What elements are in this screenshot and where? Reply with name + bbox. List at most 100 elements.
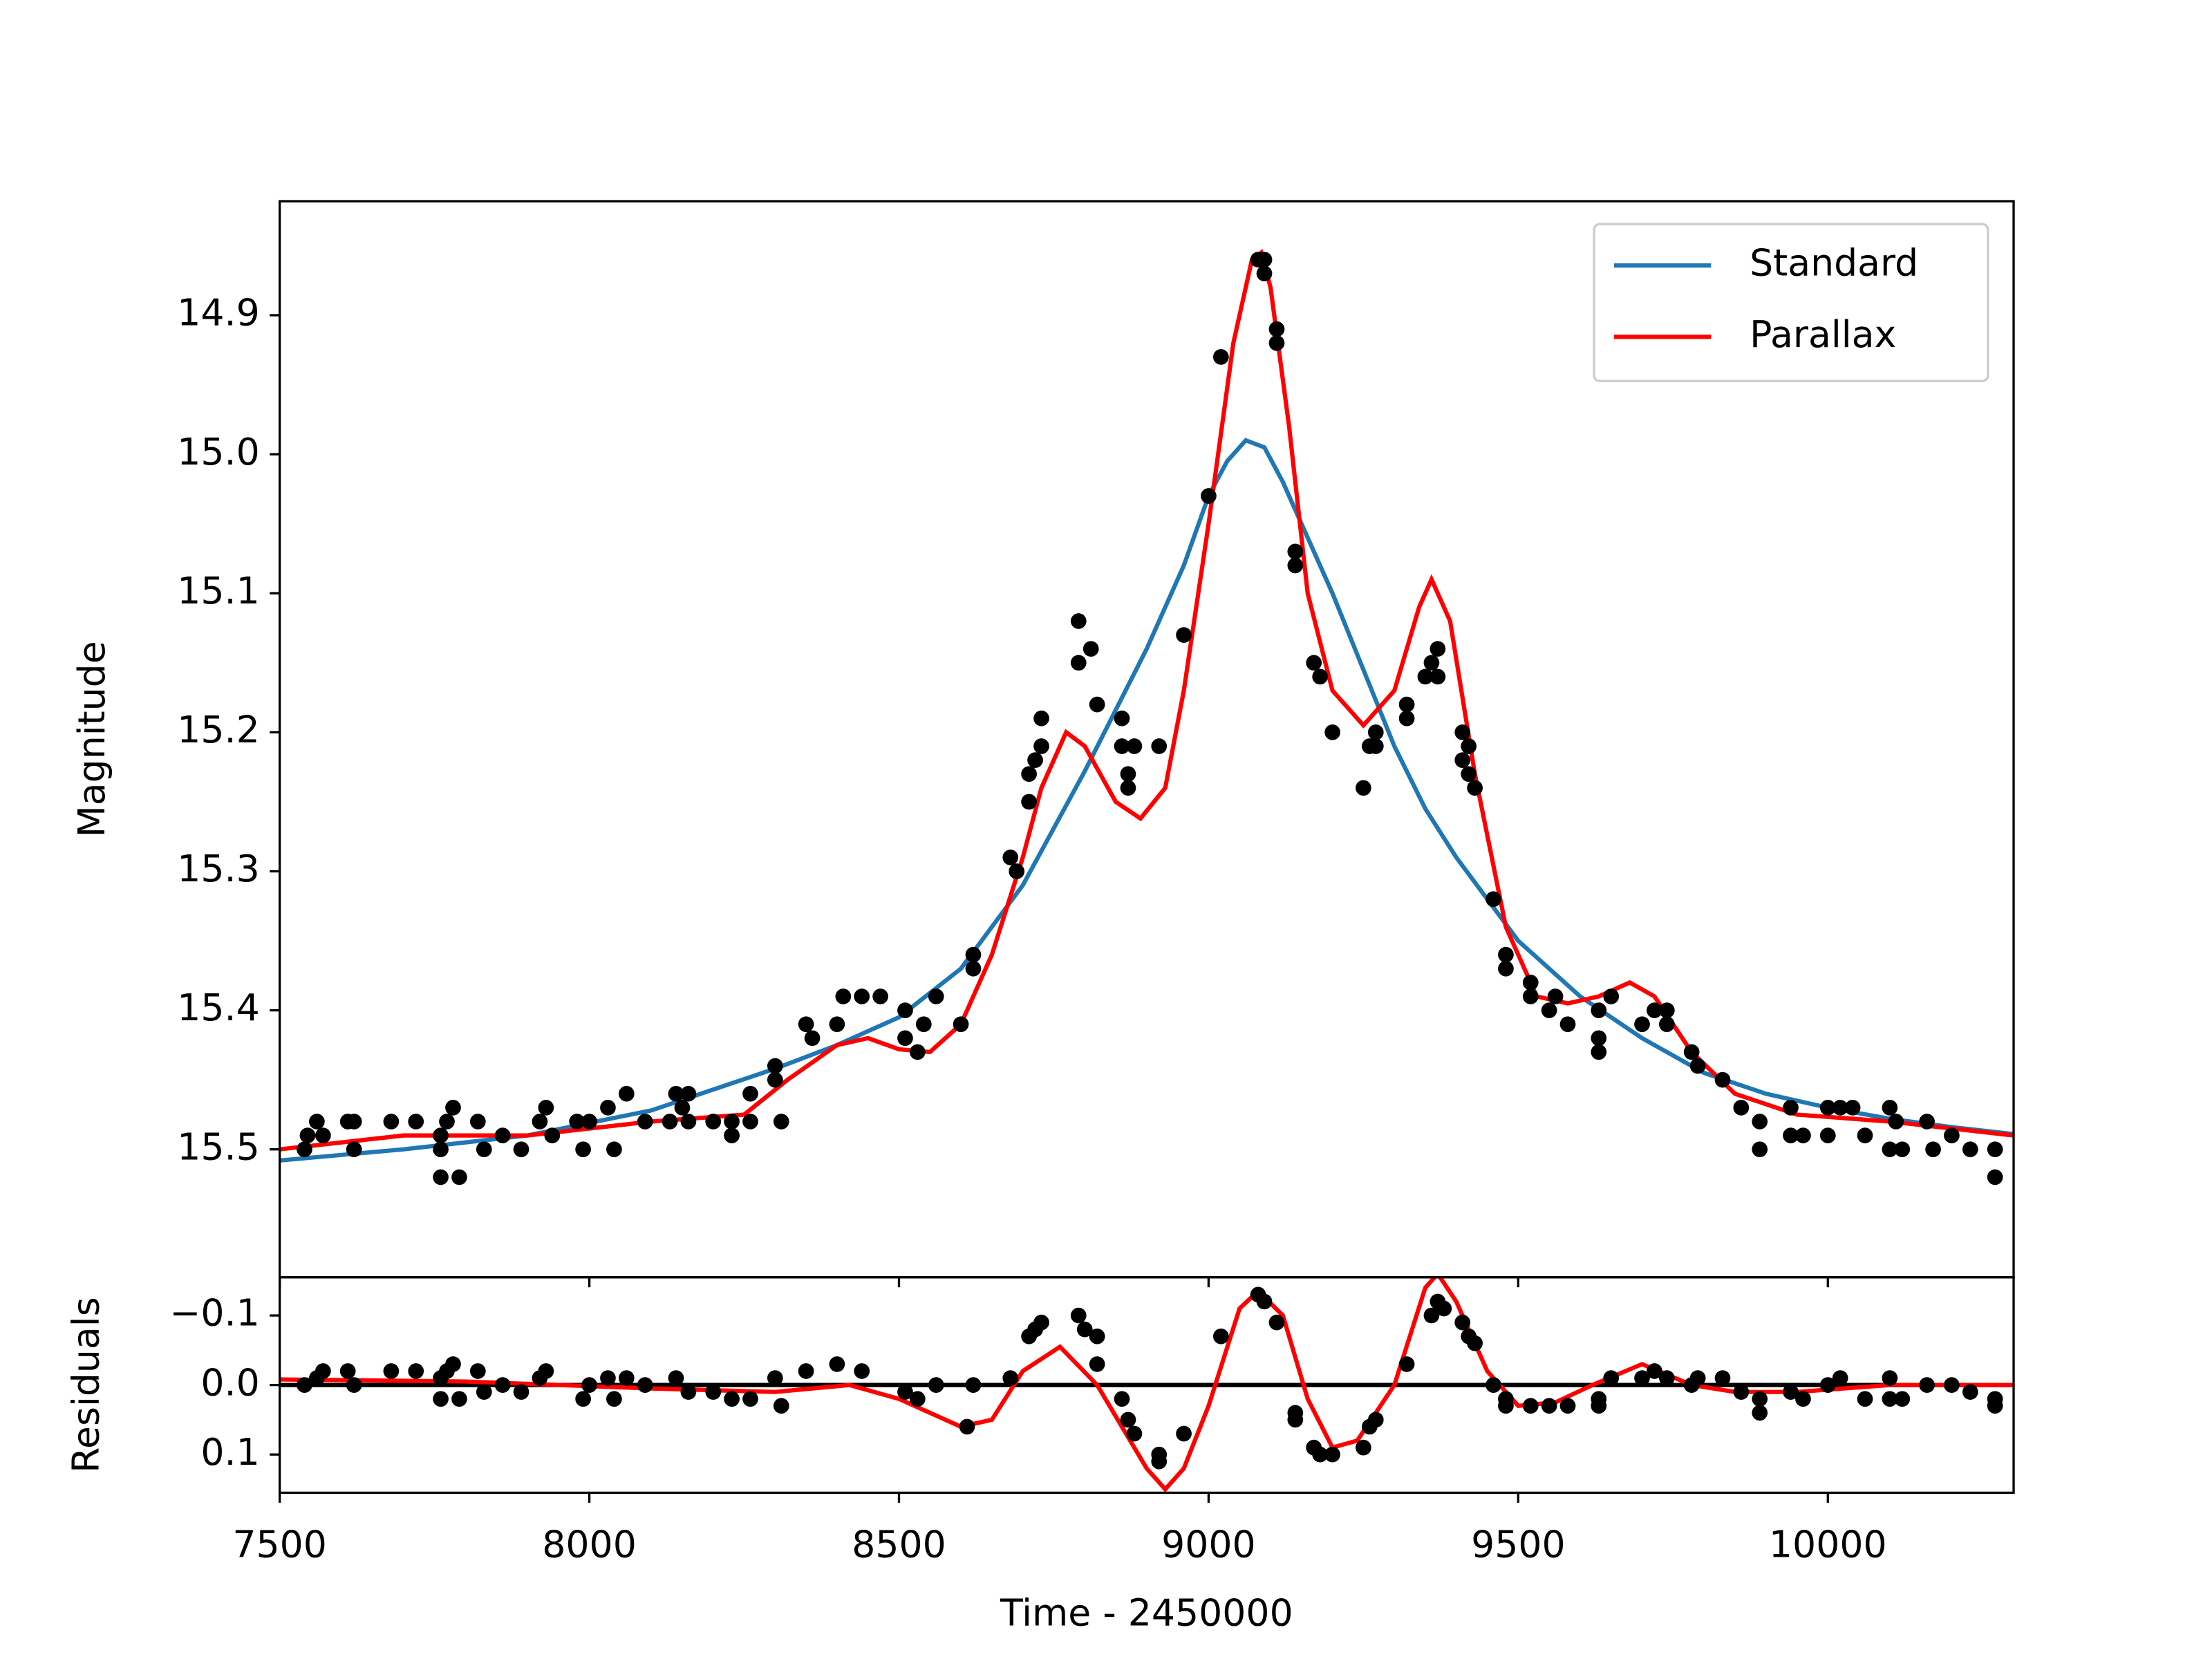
data-point: [1070, 613, 1087, 629]
data-point: [1033, 1314, 1049, 1331]
data-point: [1002, 1370, 1019, 1386]
data-point: [1844, 1100, 1861, 1116]
data-point: [1752, 1141, 1768, 1158]
data-point: [569, 1114, 585, 1130]
data-point: [1151, 1453, 1168, 1470]
data-point: [451, 1169, 467, 1185]
data-point: [451, 1391, 467, 1407]
data-point: [1126, 738, 1143, 754]
data-point: [1256, 252, 1273, 268]
data-point: [618, 1370, 635, 1386]
data-point: [1689, 1370, 1706, 1386]
y-tick-label: 15.0: [177, 430, 259, 474]
data-point: [1461, 738, 1477, 754]
data-point: [1423, 655, 1440, 671]
data-point: [965, 1377, 982, 1393]
data-point: [476, 1384, 492, 1400]
data-point: [1367, 1412, 1384, 1428]
data-point: [1733, 1384, 1750, 1400]
data-point: [854, 988, 870, 1004]
data-point: [1485, 1377, 1501, 1393]
data-point: [1423, 1307, 1440, 1324]
data-point: [1962, 1141, 1978, 1158]
data-point: [1398, 1356, 1415, 1372]
data-point: [383, 1114, 400, 1130]
y-tick-label: 0.1: [200, 1430, 259, 1474]
data-point: [1398, 710, 1415, 727]
x-tick-label: 9500: [1471, 1523, 1566, 1566]
data-point: [953, 1016, 969, 1033]
x-axis-label: Time - 2450000: [1000, 1591, 1293, 1635]
data-point: [674, 1100, 691, 1116]
data-point: [1547, 988, 1564, 1004]
data-point: [1857, 1391, 1873, 1407]
data-point: [1485, 891, 1501, 908]
data-point: [1882, 1391, 1898, 1407]
data-point: [581, 1377, 597, 1393]
data-point: [1541, 1398, 1557, 1414]
data-point: [1634, 1370, 1650, 1386]
data-point: [705, 1114, 722, 1130]
data-point: [469, 1114, 486, 1130]
data-point: [662, 1114, 678, 1130]
data-point: [1882, 1100, 1898, 1116]
data-point: [637, 1114, 653, 1130]
data-point: [346, 1377, 362, 1393]
data-point: [1082, 641, 1099, 657]
data-point: [1944, 1377, 1960, 1393]
data-point: [668, 1085, 684, 1102]
data-point: [854, 1363, 870, 1379]
data-point: [1783, 1100, 1799, 1116]
data-point: [1176, 627, 1192, 643]
data-point: [1454, 752, 1471, 768]
data-point: [1559, 1016, 1576, 1033]
data-point: [767, 1370, 783, 1386]
data-point: [1436, 1300, 1452, 1317]
data-point: [433, 1169, 449, 1185]
y-tick-label: 15.3: [177, 847, 259, 890]
data-point: [1120, 780, 1136, 796]
legend-label: Standard: [1750, 241, 1918, 285]
data-point: [1882, 1370, 1898, 1386]
data-point: [1367, 738, 1384, 754]
x-tick-label: 8500: [852, 1523, 946, 1566]
data-point: [575, 1391, 591, 1407]
data-point: [1882, 1141, 1898, 1158]
data-point: [1089, 696, 1105, 713]
data-point: [1857, 1127, 1873, 1143]
data-point: [724, 1127, 740, 1143]
data-point: [1591, 1002, 1607, 1018]
data-point: [1312, 668, 1329, 685]
y-tick-label: 15.4: [177, 986, 259, 1029]
data-point: [705, 1384, 722, 1400]
data-point: [1752, 1114, 1768, 1130]
data-point: [1522, 975, 1539, 991]
data-point: [1498, 946, 1514, 963]
data-point: [1114, 710, 1130, 727]
data-point: [965, 946, 982, 963]
data-point: [538, 1363, 554, 1379]
data-point: [724, 1391, 740, 1407]
data-point: [1268, 335, 1285, 351]
data-point: [476, 1141, 492, 1158]
y-axis-label: Magnitude: [70, 641, 113, 837]
data-point: [1714, 1071, 1731, 1088]
data-point: [1647, 1363, 1662, 1379]
data-point: [897, 1002, 913, 1018]
data-point: [1987, 1141, 2003, 1158]
data-point: [1498, 960, 1514, 977]
x-tick-label: 8000: [542, 1523, 637, 1566]
legend-label: Parallax: [1750, 312, 1896, 356]
data-point: [1256, 1293, 1273, 1310]
data-point: [1021, 794, 1037, 810]
data-point: [346, 1141, 362, 1158]
data-point: [1919, 1377, 1935, 1393]
data-point: [1832, 1100, 1848, 1116]
data-point: [538, 1100, 554, 1116]
data-point: [1591, 1030, 1607, 1047]
data-point: [1714, 1370, 1731, 1386]
data-point: [513, 1141, 529, 1158]
data-point: [1591, 1044, 1607, 1060]
data-point: [1634, 1016, 1650, 1033]
